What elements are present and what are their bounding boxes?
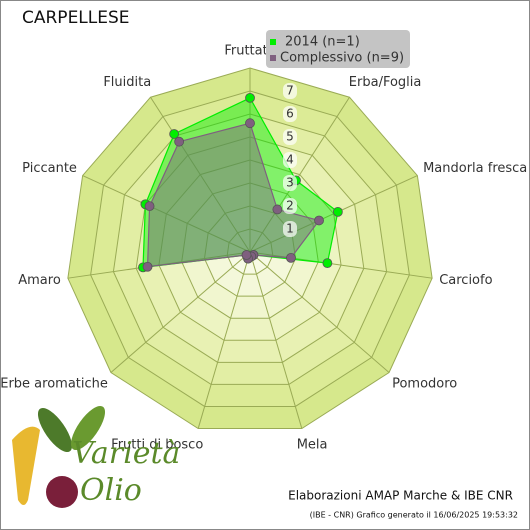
- category-label: Erba/Foglia: [349, 75, 422, 90]
- data-point: [142, 261, 153, 272]
- data-point: [169, 129, 180, 139]
- legend-swatch: [270, 39, 276, 45]
- tick-bg: [283, 198, 297, 214]
- category-label: Fruttato: [224, 43, 275, 58]
- category-label: Erbe aromatiche: [0, 376, 108, 391]
- logo-leaf: [70, 405, 106, 451]
- logo-leaf: [37, 407, 73, 453]
- category-label: Amaro: [18, 273, 61, 288]
- category-label: Fluidita: [103, 75, 151, 90]
- axis-spoke: [150, 96, 251, 253]
- tick-bg: [283, 175, 297, 191]
- axis-spoke: [249, 251, 390, 373]
- y-tick-label: 7: [286, 84, 294, 98]
- data-point: [286, 252, 296, 263]
- y-tick-label: 3: [286, 176, 294, 190]
- axis-spoke: [110, 251, 251, 373]
- generated-note: (IBE - CNR) Grafico generato il 16/06/20…: [310, 511, 518, 520]
- footer: Elaborazioni AMAP Marche & IBE CNR: [288, 489, 513, 503]
- data-point: [314, 215, 324, 226]
- category-label: Pomodoro: [392, 376, 457, 391]
- axis-spoke: [82, 175, 251, 253]
- tick-bg: [283, 106, 297, 122]
- category-label: Piccante: [22, 161, 77, 176]
- chart-title: CARPELLESE: [22, 8, 130, 28]
- category-label: Mela: [297, 438, 328, 453]
- logo-text: Olio: [80, 473, 142, 508]
- y-tick-label: 4: [286, 153, 294, 167]
- data-point: [241, 250, 252, 260]
- logo-shape: [12, 426, 40, 505]
- logo: Varietà Olio: [12, 405, 180, 508]
- axis-spoke: [249, 251, 303, 429]
- legend-label: Complessivo (n=9): [280, 51, 404, 66]
- category-label: Carciofo: [439, 273, 492, 288]
- y-tick-label: 6: [286, 107, 294, 121]
- legend-label: 2014 (n=1): [285, 35, 360, 50]
- tick-bg: [283, 129, 297, 145]
- logo-text: Varietà: [72, 436, 180, 471]
- tick-bg: [283, 152, 297, 168]
- data-point: [174, 136, 185, 147]
- category-label: Mandorla fresca: [423, 161, 527, 176]
- data-point: [245, 93, 255, 103]
- data-point: [245, 118, 255, 129]
- y-tick-label: 2: [286, 199, 294, 213]
- tick-bg: [283, 83, 297, 99]
- y-tick-label: 5: [286, 130, 294, 144]
- legend-box: [266, 30, 410, 68]
- logo-olive: [46, 476, 78, 508]
- y-tick-label: 1: [286, 222, 294, 236]
- axis-spoke: [249, 251, 433, 279]
- category-label: Frutti di bosco: [111, 438, 203, 453]
- tick-bg: [283, 221, 297, 237]
- axis-spoke: [197, 251, 251, 429]
- legend-swatch: [270, 55, 276, 61]
- data-point: [144, 201, 155, 212]
- axis-spoke: [249, 96, 350, 253]
- data-point: [332, 206, 343, 217]
- data-point: [322, 258, 333, 269]
- data-point: [272, 204, 283, 215]
